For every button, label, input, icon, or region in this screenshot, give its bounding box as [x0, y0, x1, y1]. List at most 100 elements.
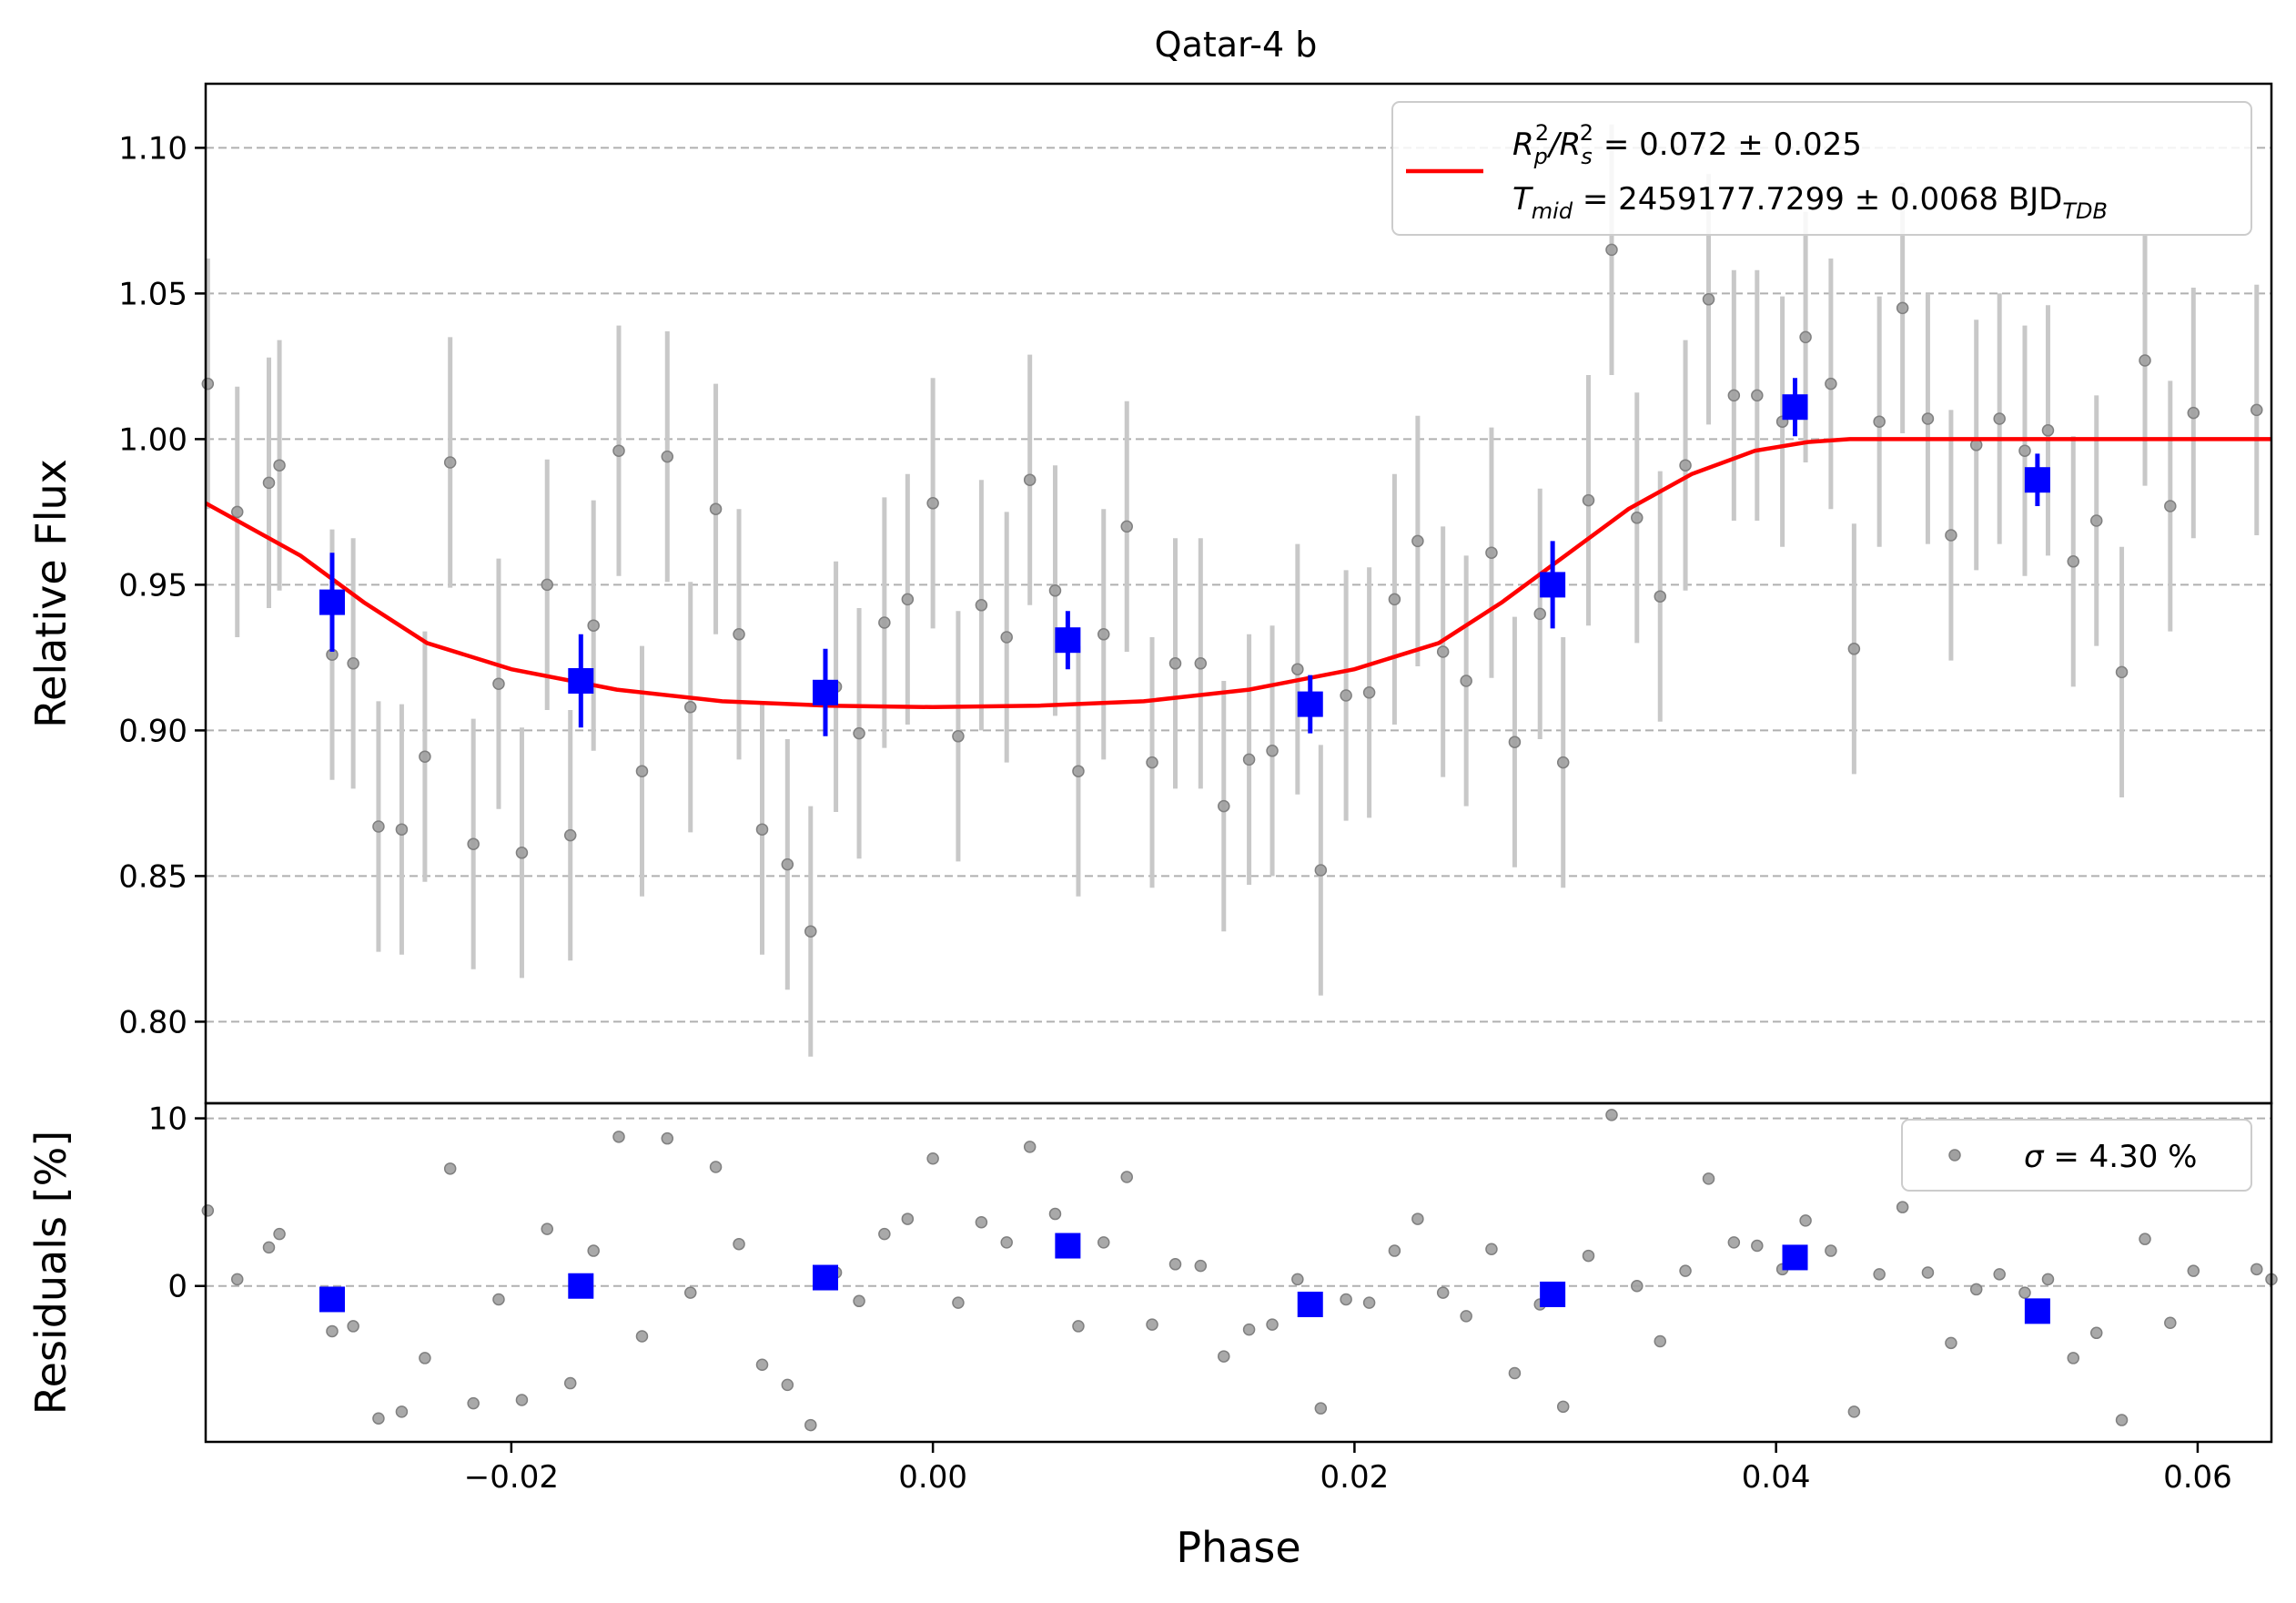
raw-residual-point — [563, 1376, 577, 1390]
raw-flux-point — [201, 377, 215, 391]
raw-residual-point — [395, 1405, 409, 1418]
raw-residual-point — [926, 1152, 939, 1165]
raw-residual-point — [1485, 1243, 1498, 1255]
raw-residual-point — [2164, 1316, 2177, 1329]
raw-flux-point — [230, 505, 244, 519]
flux-y-tick-label: 0.85 — [118, 858, 187, 895]
residuals-legend-box — [1901, 1119, 2252, 1192]
raw-residual-point — [2115, 1414, 2129, 1426]
raw-flux-point — [733, 628, 745, 641]
raw-residual-point — [709, 1161, 723, 1173]
raw-residual-point — [587, 1244, 600, 1257]
raw-residual-point — [1582, 1249, 1595, 1263]
raw-flux-point — [541, 578, 553, 592]
raw-flux-point — [684, 701, 697, 714]
raw-residual-point — [1508, 1366, 1522, 1380]
raw-residual-point — [635, 1330, 649, 1343]
raw-flux-point — [781, 857, 794, 871]
raw-residual-point — [1120, 1171, 1133, 1183]
raw-residual-point — [975, 1216, 988, 1229]
binned-flux-point — [813, 679, 838, 705]
raw-flux-point — [1218, 799, 1230, 813]
raw-flux-point — [1291, 663, 1304, 675]
binned-residual-point — [1540, 1281, 1566, 1307]
binned-flux-point — [1297, 691, 1323, 717]
raw-flux-point — [1362, 686, 1376, 699]
raw-flux-point — [1556, 756, 1570, 769]
raw-residual-point — [1146, 1318, 1158, 1331]
raw-residual-point — [853, 1294, 865, 1308]
binned-flux-point — [1055, 627, 1081, 654]
raw-residual-point — [1556, 1400, 1570, 1414]
raw-residual-point — [492, 1293, 505, 1306]
raw-flux-point — [492, 677, 505, 690]
x-tick-label: −0.02 — [464, 1459, 559, 1496]
legend-tmid-entry: Tmid = 2459177.7299 ± 0.0068 BJDTDB — [1512, 181, 2108, 224]
raw-flux-point — [661, 450, 674, 463]
raw-residual-point — [755, 1358, 769, 1372]
raw-residual-point — [1314, 1402, 1328, 1415]
raw-residual-point — [541, 1223, 553, 1235]
raw-flux-point — [2250, 403, 2263, 417]
raw-residual-point — [1799, 1214, 1812, 1227]
raw-residual-point — [733, 1237, 745, 1251]
x-tick-label: 0.04 — [1742, 1459, 1811, 1496]
raw-residual-point — [1194, 1259, 1208, 1273]
raw-flux-point — [467, 837, 480, 850]
raw-residual-point — [1460, 1310, 1472, 1323]
raw-flux-point — [1242, 753, 1256, 766]
raw-flux-point — [1340, 689, 1352, 702]
x-axis-label: Phase — [1176, 1523, 1300, 1572]
x-tick-label: 0.00 — [898, 1459, 967, 1496]
raw-residual-point — [273, 1227, 286, 1241]
binned-residual-point — [1782, 1244, 1808, 1271]
flux-y-tick-label: 0.80 — [118, 1004, 187, 1040]
residuals-y-tick-label: 0 — [167, 1269, 187, 1305]
raw-residual-point — [262, 1241, 276, 1254]
raw-residual-point — [2139, 1233, 2151, 1245]
raw-flux-point — [262, 476, 276, 490]
raw-flux-point — [2139, 354, 2151, 367]
raw-residual-point — [201, 1204, 215, 1217]
binned-residual-point — [568, 1273, 594, 1299]
raw-residual-point — [1218, 1350, 1230, 1363]
binned-residual-points — [319, 1233, 2050, 1324]
raw-residual-point — [1362, 1296, 1376, 1309]
raw-flux-point — [1702, 293, 1715, 306]
legend-residual-marker — [1948, 1149, 1961, 1162]
raw-flux-point — [1825, 377, 1837, 391]
raw-residual-points — [201, 1109, 2278, 1432]
raw-residual-point — [1266, 1318, 1279, 1331]
binned-residual-point — [319, 1286, 345, 1313]
raw-residual-point — [1605, 1109, 1618, 1121]
raw-residual-point — [878, 1227, 891, 1241]
binned-residual-point — [2024, 1298, 2050, 1324]
raw-residual-point — [515, 1394, 529, 1406]
flux-y-tick-label: 1.05 — [118, 276, 187, 312]
raw-residual-point — [1072, 1320, 1085, 1333]
raw-residual-point — [1388, 1244, 1401, 1257]
binned-flux-point — [2024, 467, 2050, 493]
raw-flux-point — [372, 820, 385, 833]
raw-residual-point — [1825, 1244, 1837, 1257]
raw-flux-point — [587, 619, 600, 632]
raw-flux-point — [901, 593, 915, 606]
transit-model-line — [204, 437, 2271, 710]
raw-flux-point — [1873, 415, 1886, 428]
x-ticks: −0.02 0.00 0.02 0.04 0.06 — [464, 1442, 2232, 1496]
raw-flux-point — [1847, 643, 1861, 655]
raw-residual-point — [443, 1162, 457, 1175]
raw-residual-point — [1631, 1279, 1644, 1293]
raw-flux-point — [1751, 389, 1764, 402]
raw-flux-point — [635, 765, 649, 777]
raw-flux-point — [1097, 628, 1110, 641]
raw-residual-point — [2089, 1326, 2103, 1340]
binned-flux-point — [319, 589, 345, 615]
raw-flux-point — [1533, 607, 1546, 621]
raw-residual-point — [230, 1273, 244, 1286]
raw-residual-point — [661, 1131, 674, 1145]
raw-flux-point — [1896, 301, 1909, 315]
chart-title: Qatar-4 b — [1155, 25, 1318, 65]
x-tick-label: 0.06 — [2163, 1459, 2232, 1496]
residuals-y-axis-label: Residuals [%] — [26, 1131, 76, 1415]
